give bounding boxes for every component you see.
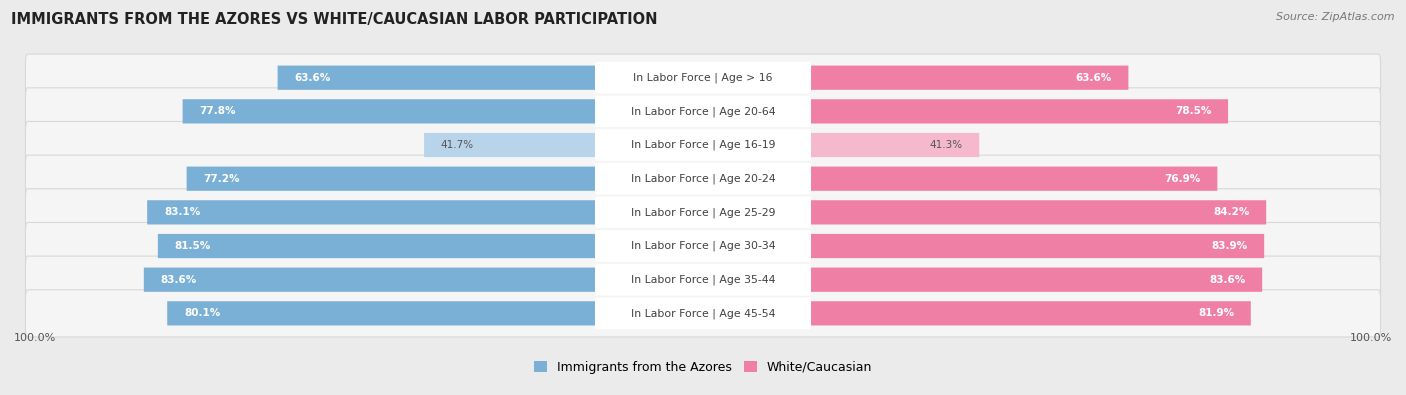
- FancyBboxPatch shape: [148, 200, 703, 224]
- Text: 83.9%: 83.9%: [1212, 241, 1247, 251]
- FancyBboxPatch shape: [703, 99, 1227, 124]
- Text: 81.9%: 81.9%: [1198, 308, 1234, 318]
- FancyBboxPatch shape: [595, 129, 811, 161]
- FancyBboxPatch shape: [595, 96, 811, 127]
- FancyBboxPatch shape: [703, 167, 1218, 191]
- FancyBboxPatch shape: [703, 66, 1129, 90]
- FancyBboxPatch shape: [595, 230, 811, 262]
- Text: 83.6%: 83.6%: [1209, 275, 1246, 285]
- Text: 41.3%: 41.3%: [929, 140, 963, 150]
- Text: 83.6%: 83.6%: [160, 275, 197, 285]
- Text: 100.0%: 100.0%: [14, 333, 56, 342]
- FancyBboxPatch shape: [25, 122, 1381, 169]
- Text: In Labor Force | Age 20-24: In Labor Force | Age 20-24: [631, 173, 775, 184]
- Text: 76.9%: 76.9%: [1164, 174, 1201, 184]
- FancyBboxPatch shape: [703, 133, 979, 157]
- Text: In Labor Force | Age > 16: In Labor Force | Age > 16: [633, 72, 773, 83]
- FancyBboxPatch shape: [595, 62, 811, 94]
- FancyBboxPatch shape: [157, 234, 703, 258]
- FancyBboxPatch shape: [595, 163, 811, 194]
- FancyBboxPatch shape: [425, 133, 703, 157]
- Text: 63.6%: 63.6%: [1076, 73, 1112, 83]
- FancyBboxPatch shape: [25, 155, 1381, 202]
- FancyBboxPatch shape: [143, 267, 703, 292]
- Text: 63.6%: 63.6%: [294, 73, 330, 83]
- FancyBboxPatch shape: [25, 189, 1381, 236]
- FancyBboxPatch shape: [703, 234, 1264, 258]
- Text: In Labor Force | Age 35-44: In Labor Force | Age 35-44: [631, 275, 775, 285]
- Text: In Labor Force | Age 16-19: In Labor Force | Age 16-19: [631, 140, 775, 150]
- Text: 77.2%: 77.2%: [204, 174, 240, 184]
- FancyBboxPatch shape: [187, 167, 703, 191]
- Text: In Labor Force | Age 25-29: In Labor Force | Age 25-29: [631, 207, 775, 218]
- Text: 41.7%: 41.7%: [441, 140, 474, 150]
- Text: IMMIGRANTS FROM THE AZORES VS WHITE/CAUCASIAN LABOR PARTICIPATION: IMMIGRANTS FROM THE AZORES VS WHITE/CAUC…: [11, 12, 658, 27]
- Text: 80.1%: 80.1%: [184, 308, 221, 318]
- Text: 81.5%: 81.5%: [174, 241, 211, 251]
- Text: 100.0%: 100.0%: [1350, 333, 1392, 342]
- Text: In Labor Force | Age 20-64: In Labor Force | Age 20-64: [631, 106, 775, 117]
- Text: Source: ZipAtlas.com: Source: ZipAtlas.com: [1277, 12, 1395, 22]
- FancyBboxPatch shape: [25, 256, 1381, 303]
- FancyBboxPatch shape: [595, 264, 811, 295]
- FancyBboxPatch shape: [595, 297, 811, 329]
- FancyBboxPatch shape: [703, 267, 1263, 292]
- FancyBboxPatch shape: [25, 88, 1381, 135]
- Text: In Labor Force | Age 45-54: In Labor Force | Age 45-54: [631, 308, 775, 319]
- FancyBboxPatch shape: [25, 290, 1381, 337]
- Text: 84.2%: 84.2%: [1213, 207, 1250, 217]
- FancyBboxPatch shape: [183, 99, 703, 124]
- Text: 78.5%: 78.5%: [1175, 106, 1212, 117]
- FancyBboxPatch shape: [25, 222, 1381, 269]
- FancyBboxPatch shape: [595, 197, 811, 228]
- Legend: Immigrants from the Azores, White/Caucasian: Immigrants from the Azores, White/Caucas…: [529, 356, 877, 379]
- FancyBboxPatch shape: [277, 66, 703, 90]
- FancyBboxPatch shape: [167, 301, 703, 325]
- FancyBboxPatch shape: [25, 54, 1381, 101]
- Text: 83.1%: 83.1%: [165, 207, 200, 217]
- FancyBboxPatch shape: [703, 200, 1267, 224]
- Text: In Labor Force | Age 30-34: In Labor Force | Age 30-34: [631, 241, 775, 251]
- FancyBboxPatch shape: [703, 301, 1251, 325]
- Text: 77.8%: 77.8%: [200, 106, 236, 117]
